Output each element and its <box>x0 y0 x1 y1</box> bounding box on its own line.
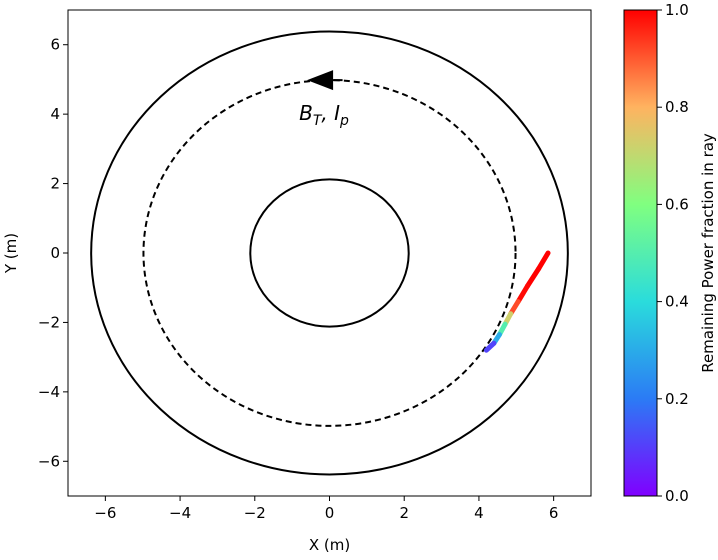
y-tick-label: 0 <box>50 244 60 262</box>
magnetic-axis-circle <box>142 79 517 427</box>
colorbar-ticks: 0.0 0.2 0.4 0.6 0.8 1.0 <box>657 1 689 505</box>
plot-shapes <box>90 30 569 476</box>
x-axis: −6 −4 −2 0 2 4 6 <box>94 496 558 522</box>
colorbar-tick-label: 1.0 <box>665 1 689 19</box>
inner-wall-circle <box>249 178 410 328</box>
x-tick-label: −6 <box>94 504 116 522</box>
y-tick-label: 2 <box>50 175 60 193</box>
colorbar-gradient <box>623 9 658 497</box>
annotation-text: B <box>299 101 313 125</box>
outer-wall-circle <box>90 30 569 476</box>
ray-segment <box>524 266 542 289</box>
annotation-text: I <box>334 101 340 125</box>
colorbar-tick-label: 0.4 <box>665 293 689 311</box>
annotation-arrow-head <box>307 70 334 91</box>
y-tick-label: 4 <box>50 105 60 123</box>
ray-segment <box>515 283 530 305</box>
x-tick-label: −4 <box>169 504 191 522</box>
direction-annotation: BT, Ip <box>299 70 349 129</box>
annotation-subscript: p <box>339 113 349 129</box>
ray-segment <box>483 340 497 353</box>
colorbar: 0.0 0.2 0.4 0.6 0.8 1.0 Remaining Power fract… <box>623 1 717 505</box>
y-axis-label: Y (m) <box>2 233 20 274</box>
x-tick-label: 6 <box>549 504 559 522</box>
x-tick-label: 0 <box>325 504 335 522</box>
x-tick-label: 4 <box>474 504 484 522</box>
x-tick-label: −2 <box>244 504 266 522</box>
colorbar-label: Remaining Power fraction in ray <box>699 133 717 373</box>
y-tick-label: −2 <box>38 313 60 331</box>
y-axis: −6 −4 −2 0 2 4 6 <box>38 36 68 470</box>
ray-path <box>483 250 551 353</box>
annotation-text: , <box>321 101 334 125</box>
x-axis-label: X (m) <box>309 536 350 554</box>
colorbar-tick-label: 0.8 <box>665 98 689 116</box>
colorbar-tick-label: 0.6 <box>665 195 689 213</box>
y-tick-label: 6 <box>50 36 60 54</box>
x-tick-label: 2 <box>399 504 409 522</box>
colorbar-tick-label: 0.0 <box>665 487 689 505</box>
colorbar-tick-label: 0.2 <box>665 390 689 408</box>
ray-segment <box>536 250 551 272</box>
annotation-subscript: T <box>313 113 323 129</box>
annotation-label: BT, Ip <box>299 101 349 129</box>
y-tick-label: −6 <box>38 452 60 470</box>
plot-area: BT, Ip −6 −4 −2 0 2 4 6 −6 −4 −2 0 2 4 6 X (m) Y (m) <box>2 9 592 554</box>
y-tick-label: −4 <box>38 383 60 401</box>
